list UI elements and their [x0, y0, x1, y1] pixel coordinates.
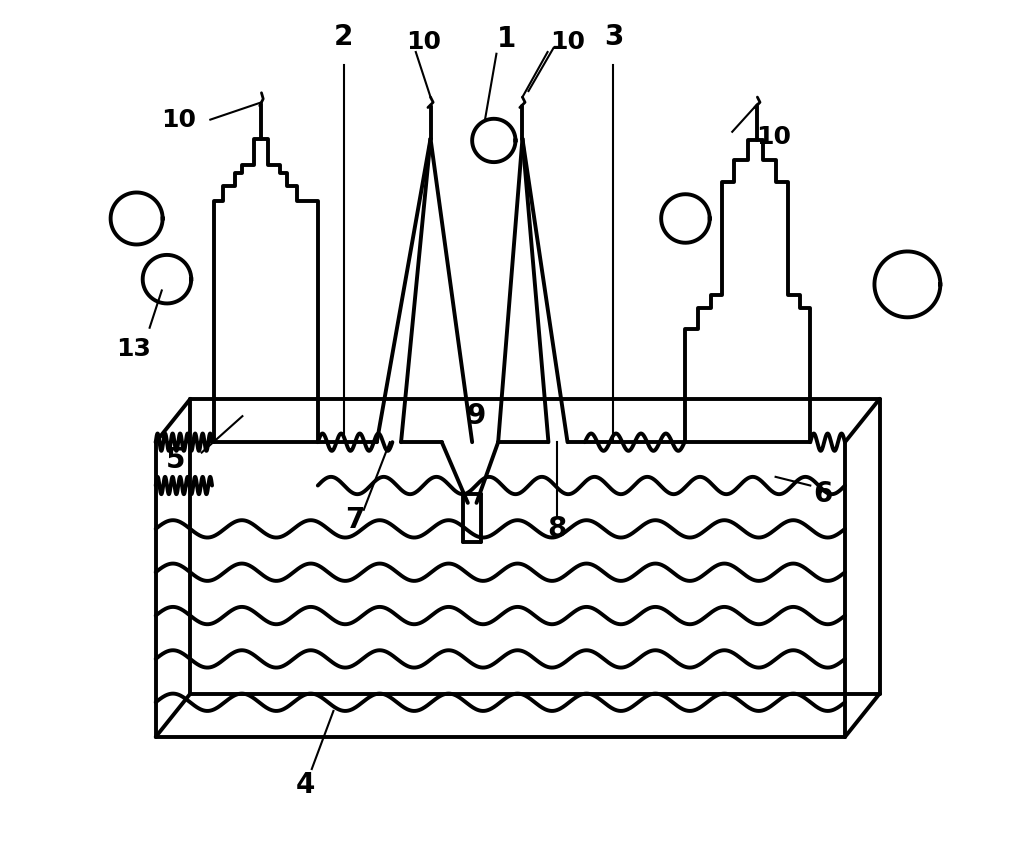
Text: 9: 9: [467, 402, 486, 430]
Text: 1: 1: [497, 25, 517, 53]
Text: 4: 4: [296, 771, 315, 799]
Text: 8: 8: [547, 515, 567, 543]
Text: 10: 10: [550, 29, 585, 54]
Text: 3: 3: [604, 23, 623, 51]
Text: 10: 10: [757, 125, 792, 149]
Text: 7: 7: [345, 506, 365, 534]
Text: 10: 10: [406, 29, 441, 54]
Text: 10: 10: [162, 108, 197, 132]
Text: 2: 2: [334, 23, 354, 51]
Text: 5: 5: [166, 446, 186, 473]
Text: 13: 13: [117, 336, 152, 361]
Text: 6: 6: [813, 480, 833, 508]
